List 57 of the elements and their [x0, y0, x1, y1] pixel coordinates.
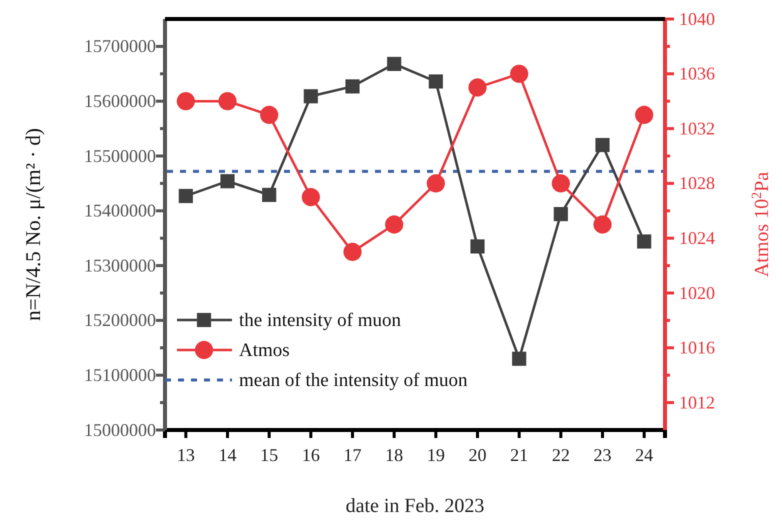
point — [595, 138, 610, 152]
x-tick-label: 24 — [635, 444, 654, 465]
point — [176, 92, 195, 110]
x-tick-label: 16 — [302, 444, 320, 465]
x-tick-label: 22 — [552, 444, 570, 465]
y2-tick-label: 1016 — [679, 338, 715, 358]
point — [637, 234, 652, 249]
legend-label: the intensity of muon — [239, 310, 402, 331]
legend-label: mean of the intensity of muon — [239, 370, 468, 391]
point — [260, 106, 278, 124]
x-tick-label: 14 — [218, 444, 236, 465]
y-tick-label: 15700000 — [84, 36, 156, 56]
point — [512, 352, 526, 366]
y2-tick-label: 1032 — [679, 118, 715, 138]
y2-tick-label: 1028 — [679, 173, 715, 194]
y2-tick-label: 1012 — [679, 392, 715, 412]
point — [302, 188, 320, 206]
point — [470, 239, 485, 254]
y-tick-label: 15600000 — [84, 90, 156, 111]
point — [387, 56, 402, 72]
y2-tick-label: 1036 — [679, 64, 715, 84]
y2-tick-label: 1020 — [679, 282, 715, 303]
point — [385, 215, 404, 234]
point — [593, 215, 612, 234]
x-tick-label: 20 — [468, 444, 486, 465]
point — [178, 188, 193, 204]
point — [220, 174, 235, 188]
y2-tick-label: 1024 — [679, 228, 715, 248]
point — [304, 89, 318, 104]
point — [428, 74, 443, 89]
x-axis-title: date in Feb. 2023 — [346, 495, 484, 517]
point — [345, 79, 360, 94]
y-tick-label: 15100000 — [84, 364, 156, 385]
y-tick-label: 15200000 — [84, 310, 156, 330]
x-tick-label: 21 — [510, 444, 528, 465]
x-tick-label: 13 — [176, 444, 195, 465]
y-tick-label: 15000000 — [84, 420, 156, 440]
y-tick-label: 15500000 — [84, 146, 156, 166]
x-tick-label: 18 — [385, 444, 404, 465]
point — [468, 78, 487, 97]
y-axis-title: n=N/4.5 No. μ/(m² · d) — [21, 128, 45, 321]
point — [635, 106, 654, 124]
legend-label: Atmos — [239, 340, 290, 361]
x-tick-label: 17 — [344, 444, 362, 465]
point — [510, 64, 528, 83]
point — [426, 174, 445, 192]
y-tick-label: 15300000 — [84, 255, 156, 276]
y-tick-label: 15400000 — [84, 200, 156, 221]
point — [343, 242, 362, 261]
x-tick-label: 15 — [260, 444, 278, 465]
x-tick-label: 19 — [426, 444, 445, 465]
x-tick-label: 23 — [594, 444, 612, 465]
point — [262, 188, 276, 202]
point — [218, 92, 237, 110]
point — [552, 174, 570, 192]
point — [554, 207, 568, 222]
y2-tick-label: 1040 — [679, 8, 715, 29]
